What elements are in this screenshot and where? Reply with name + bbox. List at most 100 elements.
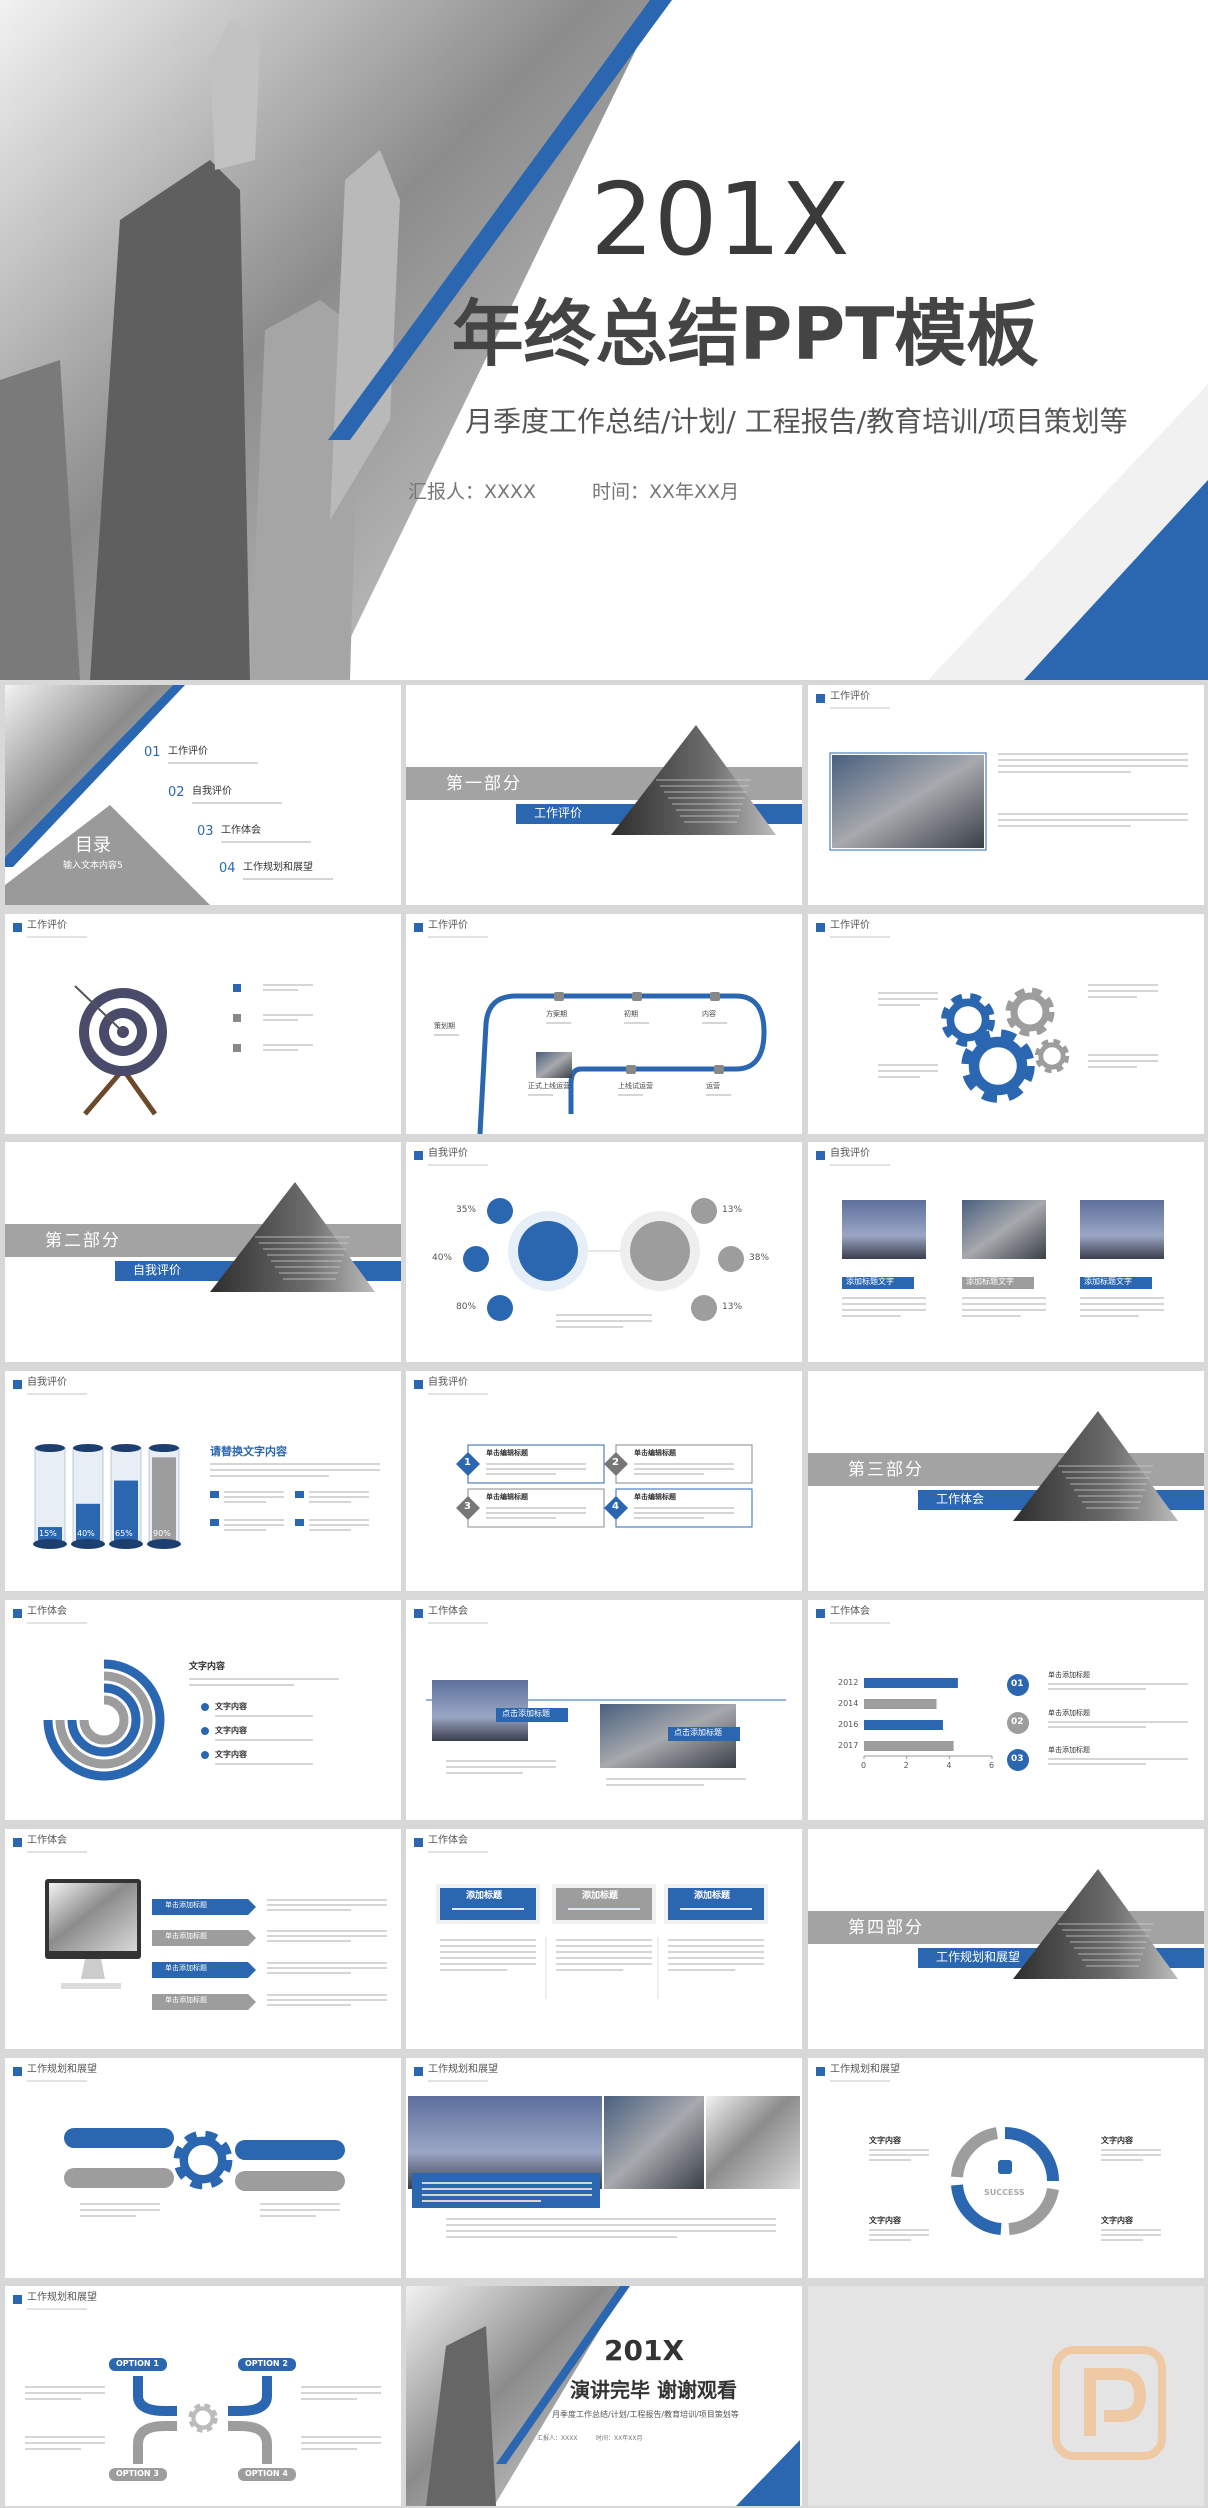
header-mark xyxy=(816,923,825,932)
slide: 工作体会 单击添加标题 单击添加标题 单击添加标题 单击添加标题 xyxy=(5,1829,401,2049)
text-placeholder xyxy=(243,878,333,880)
text-placeholder xyxy=(446,2230,776,2232)
option-tag xyxy=(238,2358,296,2371)
text-placeholder xyxy=(1080,1297,1164,1299)
gear-body xyxy=(946,998,990,1042)
slide-header: 工作体会 xyxy=(830,1606,870,1617)
slide: 工作评价 策划期 方案期 初期 内容 正式上线运营 上线试运营 运营 xyxy=(406,914,802,1134)
gear xyxy=(188,2403,218,2433)
ring-arc xyxy=(43,1659,165,1781)
category-label: 2017 xyxy=(838,1741,859,1750)
text-placeholder xyxy=(962,1315,1021,1317)
text-placeholder xyxy=(1080,1315,1139,1317)
text-placeholder xyxy=(668,1939,764,1941)
slide-graphic xyxy=(13,1609,339,1781)
option-label: OPTION 4 xyxy=(245,2469,288,2478)
tab-label: 单击添加标题 xyxy=(165,1901,207,1909)
option-arrow xyxy=(133,2421,177,2464)
item-label: 文字内容 xyxy=(1101,2136,1133,2145)
closing-reporter: 汇报人：XXXX xyxy=(537,2435,578,2442)
category-label: 2014 xyxy=(838,1699,859,1708)
icon xyxy=(233,1044,241,1052)
step-label: 内容 xyxy=(702,1010,716,1018)
header-mark xyxy=(13,1609,22,1618)
ring-arc xyxy=(67,1683,141,1757)
blue-stripe xyxy=(328,0,672,440)
text-placeholder xyxy=(1080,1303,1164,1305)
panel-heading: 文字内容 xyxy=(189,1662,226,1672)
text-placeholder xyxy=(224,1491,284,1493)
slide-header: 工作体会 xyxy=(27,1606,67,1617)
text-placeholder xyxy=(189,1678,339,1680)
text-placeholder xyxy=(25,2448,81,2450)
slide-graphic xyxy=(5,1182,401,1292)
text-placeholder xyxy=(869,2229,929,2231)
slide xyxy=(808,2286,1204,2506)
text-placeholder xyxy=(25,2386,105,2388)
slide: 第二部分 自我评价 xyxy=(5,1142,401,1362)
header-mark xyxy=(414,1609,423,1618)
text-placeholder xyxy=(634,1473,704,1475)
step-label: 策划期 xyxy=(434,1022,455,1030)
cycle-arrow xyxy=(951,2184,1002,2235)
text-placeholder xyxy=(878,1070,938,1072)
text-placeholder xyxy=(224,1529,266,1531)
closing-time: 时间：XX年XX月 xyxy=(596,2435,643,2442)
slide: 工作体会 0 2 4 6 2012 2014 2016 2017 01 单击添加标题 02 单击添加标题… xyxy=(808,1600,1204,1820)
card-title: 添加标题 xyxy=(582,1891,619,1901)
slide-header: 自我评价 xyxy=(428,1148,468,1159)
building xyxy=(426,2326,496,2506)
header-mark xyxy=(414,1151,423,1160)
option-tag xyxy=(109,2468,167,2481)
slide: 工作评价 xyxy=(5,914,401,1134)
text-placeholder xyxy=(546,1022,572,1024)
slide-graphic xyxy=(816,1609,1188,1771)
icon xyxy=(233,984,241,992)
slide-header: 自我评价 xyxy=(27,1377,67,1388)
toc-label: 工作评价 xyxy=(168,746,208,757)
slide-graphic xyxy=(5,685,333,905)
text-placeholder xyxy=(1088,1060,1158,1062)
slide-graphic xyxy=(414,923,767,1134)
slide-graphic xyxy=(414,1609,786,1786)
photo xyxy=(706,2096,800,2189)
slide: 201X 演讲完毕 谢谢观看 月季度工作总结/计划/工程报告/教育培训/项目策划等汇… xyxy=(406,2286,802,2506)
cover-subtitle: 月季度工作总结/计划/ 工程报告/教育培训/项目策划等 xyxy=(465,405,1128,438)
text-placeholder xyxy=(221,841,311,843)
text-placeholder xyxy=(998,753,1188,755)
tube-cap xyxy=(73,1444,103,1452)
tube-cap xyxy=(35,1444,65,1452)
left-dot xyxy=(487,1198,513,1224)
slide: 工作规划和展望 xyxy=(5,2058,401,2278)
text-placeholder xyxy=(301,2448,357,2450)
text-placeholder xyxy=(215,1763,313,1765)
text-placeholder xyxy=(309,1501,351,1503)
gear xyxy=(1005,987,1055,1037)
text-placeholder xyxy=(1101,2154,1161,2156)
tube-fill xyxy=(152,1457,176,1541)
text-placeholder xyxy=(210,1475,329,1477)
text-placeholder xyxy=(260,2203,340,2205)
badge-number: 01 xyxy=(1011,1679,1024,1689)
item-label: 单击添加标题 xyxy=(1048,1746,1090,1754)
text-placeholder xyxy=(634,1507,734,1509)
item-label: 文字内容 xyxy=(869,2136,901,2145)
text-placeholder xyxy=(1101,2149,1161,2151)
text-placeholder xyxy=(606,1778,746,1780)
tab-label: 单击添加标题 xyxy=(165,1996,207,2004)
tube-base xyxy=(109,1539,143,1549)
slide-header: 自我评价 xyxy=(428,1377,468,1388)
slide: 自我评价 15% 40% 65% 90% 请替换文字内容 xyxy=(5,1371,401,1591)
text-placeholder xyxy=(618,1094,644,1096)
text-placeholder xyxy=(702,1022,728,1024)
item-title: 单击编辑标题 xyxy=(634,1493,676,1501)
option-tag xyxy=(109,2358,167,2371)
step-label: 初期 xyxy=(624,1010,638,1018)
text-placeholder xyxy=(446,1766,556,1768)
ring-arc xyxy=(79,1695,129,1745)
slide: 自我评价 35% 40% 80% 13% 38% 13% xyxy=(406,1142,802,1362)
item-title: 单击编辑标题 xyxy=(634,1449,676,1457)
option-label: OPTION 3 xyxy=(116,2469,159,2478)
center-label: SUCCESS xyxy=(984,2188,1025,2197)
